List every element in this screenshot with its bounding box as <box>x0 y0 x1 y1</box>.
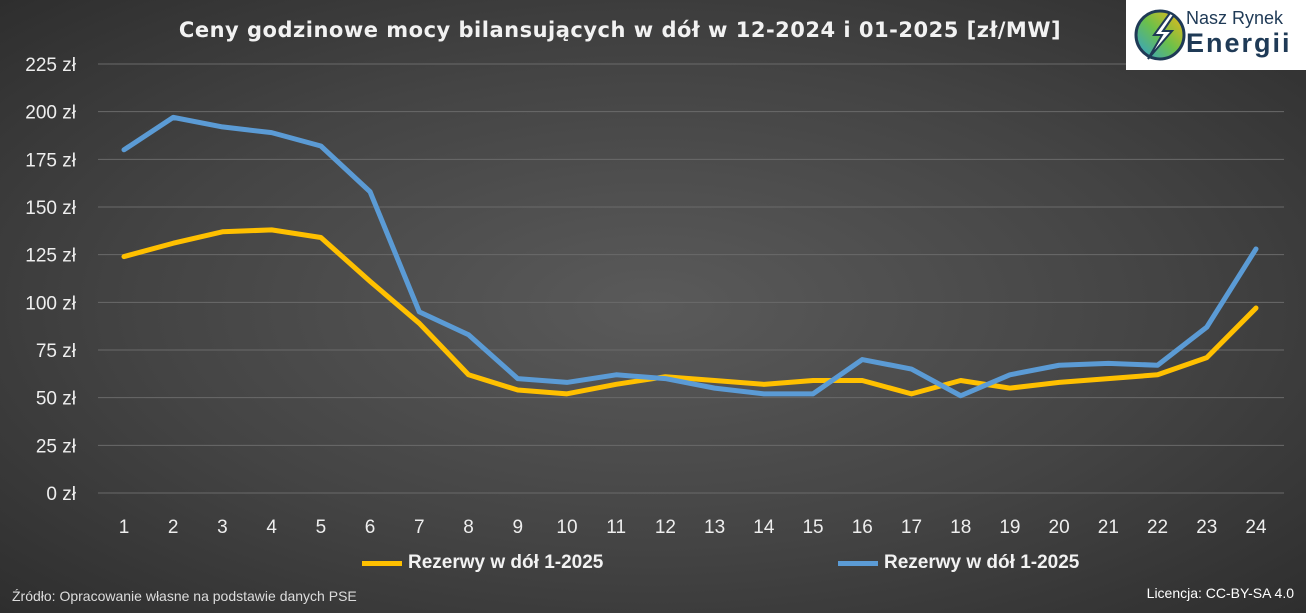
x-tick-label: 24 <box>1245 517 1267 538</box>
lightning-logo-icon <box>1134 9 1186 61</box>
logo-text-line2: Energii <box>1186 28 1292 58</box>
x-tick-label: 6 <box>365 517 376 538</box>
series-line-2 <box>121 114 1259 399</box>
x-tick-label: 12 <box>655 517 676 538</box>
legend-item-series-1: Rezerwy w dół 1-2025 <box>362 552 603 574</box>
source-note: Źródło: Opracowanie własne na podstawie … <box>12 588 357 604</box>
x-tick-label: 5 <box>316 517 327 538</box>
x-tick-label: 20 <box>1049 517 1070 538</box>
y-tick-label: 125 zł <box>25 246 76 267</box>
x-tick-label: 21 <box>1098 517 1119 538</box>
x-tick-label: 18 <box>950 517 971 538</box>
y-tick-label: 200 zł <box>25 103 76 124</box>
x-tick-label: 2 <box>168 517 179 538</box>
license-note: Licencja: CC-BY-SA 4.0 <box>1146 585 1294 601</box>
y-tick-label: 50 zł <box>36 389 77 410</box>
y-tick-label: 150 zł <box>25 198 76 219</box>
x-tick-label: 7 <box>414 517 425 538</box>
x-tick-label: 14 <box>753 517 775 538</box>
x-tick-label: 4 <box>266 517 277 538</box>
logo: Nasz Rynek Energii <box>1126 0 1306 70</box>
x-tick-label: 15 <box>802 517 823 538</box>
x-tick-label: 9 <box>512 517 523 538</box>
x-tick-label: 19 <box>999 517 1020 538</box>
legend-label: Rezerwy w dół 1-2025 <box>884 552 1080 573</box>
series-line-1 <box>121 227 1259 397</box>
x-tick-label: 3 <box>217 517 228 538</box>
y-tick-label: 75 zł <box>36 341 77 362</box>
x-tick-label: 8 <box>463 517 474 538</box>
legend-swatch-yellow <box>362 560 402 566</box>
x-tick-label: 1 <box>119 517 130 538</box>
x-tick-label: 13 <box>704 517 725 538</box>
y-tick-label: 25 zł <box>36 436 77 457</box>
x-tick-label: 10 <box>556 517 577 538</box>
x-tick-label: 17 <box>901 517 922 538</box>
x-tick-label: 11 <box>606 517 626 538</box>
x-tick-label: 16 <box>852 517 873 538</box>
legend-item-series-2: Rezerwy w dół 1-2025 <box>838 552 1079 574</box>
y-tick-label: 0 zł <box>46 484 76 505</box>
chart-title: Ceny godzinowe mocy bilansujących w dół … <box>178 18 1062 42</box>
x-tick-label: 23 <box>1196 517 1217 538</box>
logo-text-line1: Nasz Rynek <box>1186 8 1284 28</box>
y-tick-label: 100 zł <box>25 293 76 314</box>
legend-label: Rezerwy w dół 1-2025 <box>408 552 604 573</box>
y-tick-label: 175 zł <box>25 150 76 171</box>
y-tick-label: 225 zł <box>25 55 76 76</box>
legend-swatch-blue <box>838 560 878 566</box>
x-tick-label: 22 <box>1147 517 1168 538</box>
